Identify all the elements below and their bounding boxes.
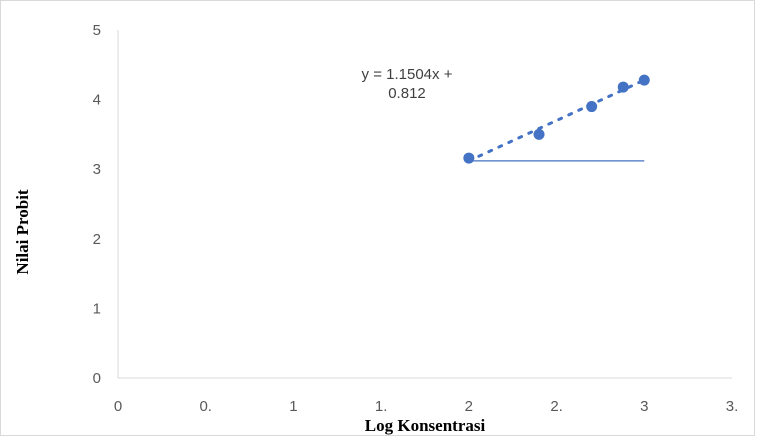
data-point (638, 74, 650, 86)
trendline-equation-line-2: 0.812 (388, 85, 426, 102)
y-tick-label: 0 (93, 370, 101, 387)
x-tick-label: 3. (726, 398, 739, 415)
x-axis-title: Log Konsentrasi (365, 416, 486, 435)
axes (117, 30, 732, 379)
x-tick-label: 1 (289, 398, 297, 415)
x-tick-label: 3 (640, 398, 648, 415)
x-tick-label: 0. (199, 398, 212, 415)
y-tick-label: 1 (93, 300, 101, 317)
x-tick-label: 1. (375, 398, 388, 415)
trendline (467, 78, 646, 163)
trendline-equation-line-1: y = 1.1504x + (362, 66, 453, 83)
x-tick-label: 2. (550, 398, 563, 415)
data-point (617, 81, 629, 93)
y-tick-label: 4 (93, 92, 101, 109)
data-point (463, 152, 475, 164)
data-point (586, 101, 598, 113)
data-points (463, 74, 650, 164)
y-tick-label: 5 (93, 22, 101, 39)
data-point (533, 128, 545, 140)
x-tick-label: 2 (465, 398, 473, 415)
y-tick-labels: 0 1 2 3 4 5 (93, 22, 101, 387)
x-tick-label: 0 (114, 398, 122, 415)
y-tick-label: 2 (93, 231, 101, 248)
y-tick-label: 3 (93, 161, 101, 178)
y-axis-title: Nilai Probit (13, 189, 32, 274)
x-tick-labels: 0 0. 1 1. 2 2. 3 3. (114, 398, 738, 415)
trend-lines (467, 78, 646, 163)
